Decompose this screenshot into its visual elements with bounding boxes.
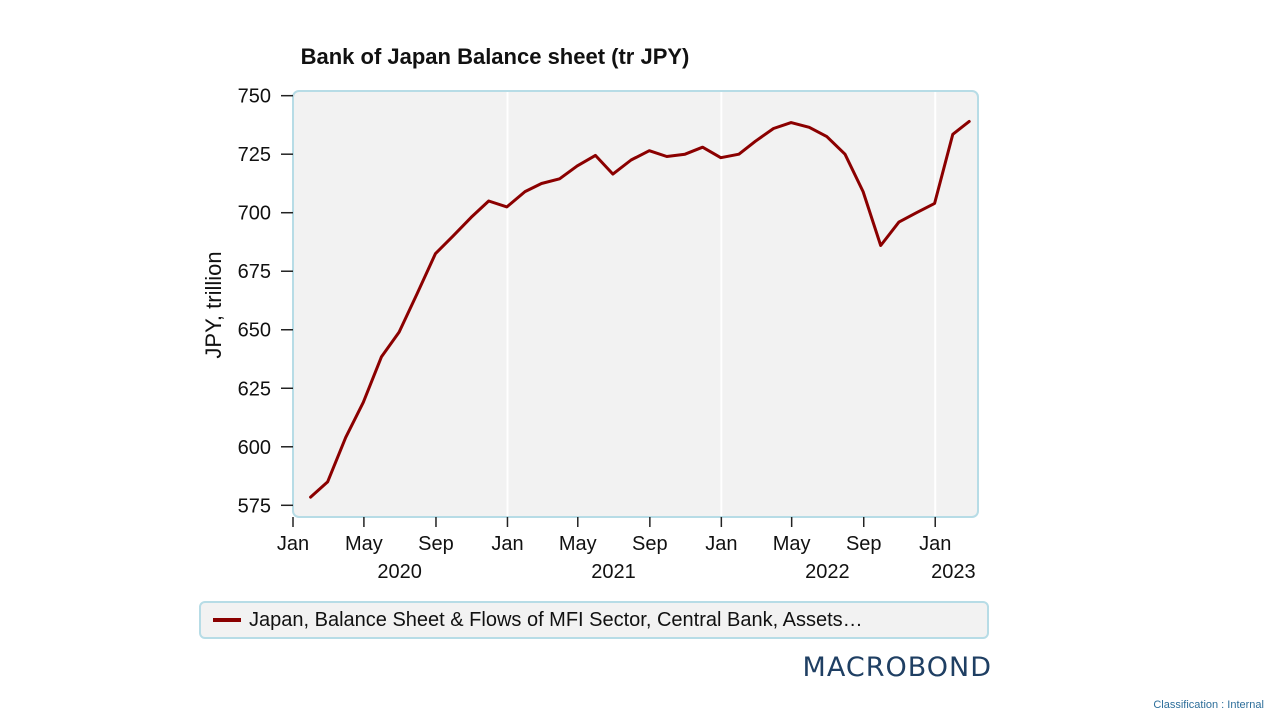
- data-point: [326, 480, 329, 484]
- x-tick-label: May: [559, 533, 597, 555]
- data-point: [344, 436, 347, 439]
- legend: Japan, Balance Sheet & Flows of MFI Sect…: [199, 601, 989, 639]
- y-tick-label: 725: [238, 144, 271, 166]
- data-point: [629, 158, 633, 162]
- data-point: [701, 145, 704, 149]
- x-year-label: 2021: [591, 561, 636, 583]
- data-point: [897, 220, 901, 224]
- y-tick-label: 675: [238, 261, 271, 283]
- data-point: [915, 211, 918, 214]
- data-point: [665, 155, 669, 158]
- y-tick-label: 575: [238, 495, 271, 517]
- legend-label: Japan, Balance Sheet & Flows of MFI Sect…: [249, 608, 863, 631]
- chart-title: Bank of Japan Balance sheet (tr JPY): [300, 44, 690, 69]
- x-tick-label: Jan: [277, 533, 309, 555]
- data-point: [469, 216, 473, 219]
- x-year-label: 2020: [377, 561, 422, 583]
- y-tick-label: 700: [238, 203, 271, 225]
- data-point: [648, 149, 651, 152]
- axes: 575 600 625 650 675 700 725 750 Jan May Sep Jan May S…: [238, 86, 976, 583]
- data-point: [825, 135, 829, 138]
- data-point: [808, 126, 811, 129]
- data-point: [309, 495, 312, 499]
- data-point: [434, 252, 437, 255]
- y-tick-label: 600: [238, 437, 271, 459]
- x-year-label: 2022: [805, 561, 850, 583]
- data-point: [487, 199, 490, 203]
- data-point: [594, 154, 597, 157]
- y-tick-label: 625: [238, 378, 271, 400]
- data-point: [540, 182, 543, 185]
- data-point: [362, 401, 365, 404]
- data-point: [397, 330, 401, 334]
- data-point: [772, 127, 775, 130]
- data-point: [951, 133, 955, 136]
- x-tick-label: Jan: [919, 533, 951, 555]
- x-tick-label: May: [345, 533, 383, 555]
- data-point: [380, 355, 383, 358]
- series-layer: [309, 119, 971, 499]
- data-point: [451, 234, 455, 238]
- y-axis-label: JPY, trillion: [201, 251, 226, 358]
- data-point: [505, 205, 509, 209]
- data-point: [575, 164, 579, 168]
- x-tick-label: May: [773, 533, 811, 555]
- gridlines: [506, 92, 937, 516]
- y-tick-label: 750: [238, 86, 271, 108]
- data-point: [719, 156, 722, 159]
- x-year-label: 2023: [931, 561, 976, 583]
- data-point: [737, 152, 741, 156]
- brand-logo: MACROBOND: [802, 652, 992, 683]
- data-point: [523, 190, 527, 193]
- x-tick-label: Sep: [418, 533, 454, 555]
- data-point: [843, 152, 847, 156]
- data-point: [416, 292, 419, 295]
- data-point: [754, 140, 757, 143]
- data-point: [968, 120, 971, 123]
- series-line: [309, 119, 971, 499]
- data-point: [611, 172, 615, 176]
- data-point: [879, 244, 882, 247]
- data-point: [933, 202, 936, 205]
- data-point: [683, 152, 687, 156]
- y-tick-label: 650: [238, 320, 271, 342]
- data-point: [861, 190, 865, 193]
- classification-label: Classification : Internal: [1153, 699, 1264, 711]
- x-tick-label: Jan: [491, 533, 523, 555]
- legend-swatch: [213, 618, 241, 622]
- plot-area: [292, 90, 979, 518]
- data-point: [558, 177, 561, 180]
- x-tick-label: Sep: [846, 533, 882, 555]
- x-tick-label: Jan: [705, 533, 737, 555]
- x-tick-label: Sep: [632, 533, 668, 555]
- data-point: [789, 121, 793, 124]
